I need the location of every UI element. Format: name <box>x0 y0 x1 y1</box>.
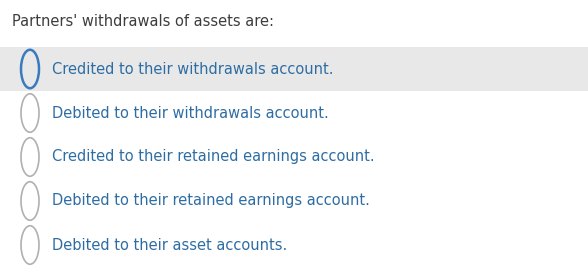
Text: Credited to their retained earnings account.: Credited to their retained earnings acco… <box>52 150 375 164</box>
Text: Debited to their withdrawals account.: Debited to their withdrawals account. <box>52 106 329 120</box>
Text: Credited to their withdrawals account.: Credited to their withdrawals account. <box>52 62 333 76</box>
FancyBboxPatch shape <box>0 47 588 91</box>
Text: Debited to their retained earnings account.: Debited to their retained earnings accou… <box>52 194 370 208</box>
Text: Partners' withdrawals of assets are:: Partners' withdrawals of assets are: <box>12 14 274 29</box>
Text: Debited to their asset accounts.: Debited to their asset accounts. <box>52 238 288 252</box>
